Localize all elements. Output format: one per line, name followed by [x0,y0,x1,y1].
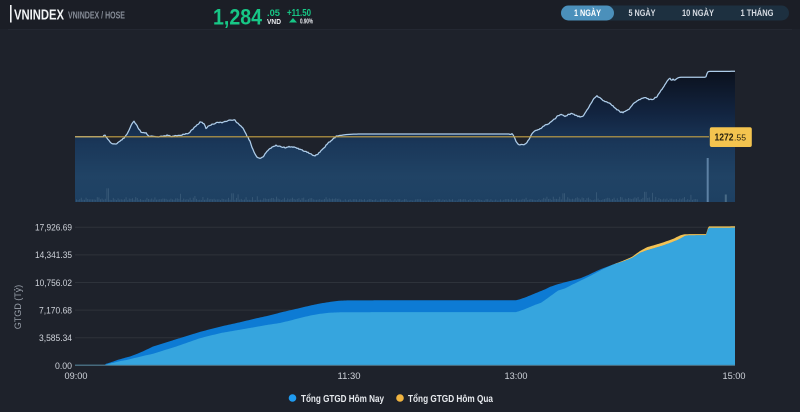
svg-text:7,170.68: 7,170.68 [39,306,72,317]
svg-text:15:00: 15:00 [723,371,746,382]
svg-text:17,926.69: 17,926.69 [35,223,72,234]
svg-text:Tổng GTGD Hôm Nay: Tổng GTGD Hôm Nay [301,393,384,405]
svg-text:VNINDEX / HOSE: VNINDEX / HOSE [68,11,125,22]
svg-text:0.90%: 0.90% [300,17,313,26]
svg-text:10 NGÀY: 10 NGÀY [682,8,714,18]
svg-text:VNINDEX: VNINDEX [14,7,64,24]
svg-text:+11.50: +11.50 [287,8,311,19]
svg-text:1 NGÀY: 1 NGÀY [574,8,601,18]
svg-text:14,341.35: 14,341.35 [35,250,72,261]
svg-text:1,284: 1,284 [213,5,263,30]
svg-text:GTGD (Tỷ): GTGD (Tỷ) [13,285,23,330]
svg-text:Tổng GTGD Hôm Qua: Tổng GTGD Hôm Qua [408,393,493,405]
svg-text:VND: VND [267,17,282,26]
svg-text:1272: 1272 [715,132,734,144]
svg-text:10,756.02: 10,756.02 [35,278,72,289]
svg-text:11:30: 11:30 [338,371,361,382]
svg-text:5 NGÀY: 5 NGÀY [629,8,656,18]
svg-text:.55: .55 [734,134,747,143]
svg-text:.05: .05 [267,8,281,19]
svg-text:3,585.34: 3,585.34 [39,333,72,344]
svg-text:13:00: 13:00 [505,371,528,382]
svg-text:09:00: 09:00 [65,371,88,382]
svg-text:1 THÁNG: 1 THÁNG [741,8,774,18]
svg-text:0.00: 0.00 [55,361,72,372]
